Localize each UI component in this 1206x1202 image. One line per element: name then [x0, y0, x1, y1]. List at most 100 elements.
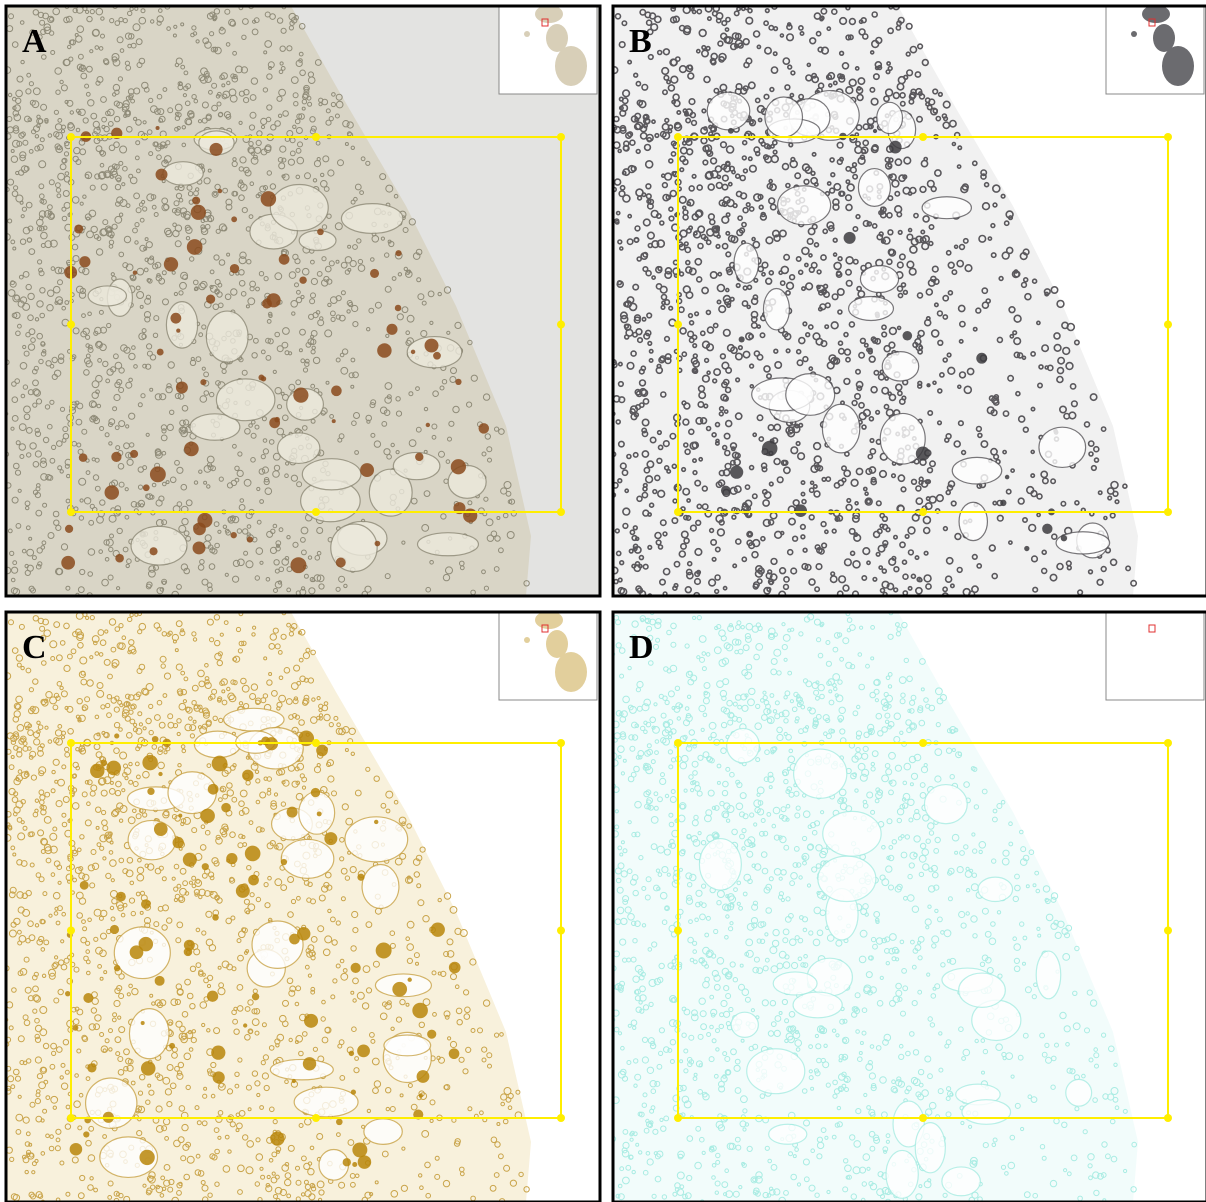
- stain: [317, 229, 324, 236]
- stain: [299, 276, 306, 283]
- stain: [79, 256, 90, 267]
- selection-handle: [674, 508, 682, 516]
- stain: [331, 386, 342, 397]
- stain: [730, 466, 743, 479]
- gland: [163, 162, 203, 186]
- selection-handle: [674, 321, 682, 329]
- stain: [1005, 475, 1010, 480]
- panel: A: [4, 4, 601, 598]
- stain: [1024, 546, 1029, 551]
- stain: [360, 463, 374, 477]
- gland: [88, 286, 126, 306]
- gland: [418, 533, 479, 556]
- stain: [395, 305, 402, 312]
- gland: [734, 243, 759, 283]
- stain: [143, 484, 150, 491]
- stain: [176, 328, 180, 332]
- panel: C: [4, 611, 600, 1202]
- stain: [200, 379, 206, 385]
- selection-handle: [1164, 133, 1172, 141]
- stain: [844, 232, 856, 244]
- gland: [786, 374, 835, 416]
- stain: [79, 453, 88, 462]
- stain: [762, 441, 778, 457]
- gland: [877, 102, 903, 133]
- stain: [206, 295, 215, 304]
- stain: [721, 486, 731, 496]
- stain: [156, 126, 160, 130]
- stain: [65, 525, 73, 533]
- panel: B: [611, 3, 1206, 598]
- gland: [882, 352, 918, 381]
- stain: [133, 270, 137, 274]
- gland: [206, 311, 248, 362]
- gland: [952, 457, 1001, 484]
- stain: [74, 224, 83, 233]
- gland: [922, 197, 971, 219]
- thumbnail-tissue: [524, 31, 530, 37]
- selection-handle: [674, 133, 682, 141]
- stain: [463, 508, 477, 522]
- stain: [130, 450, 138, 458]
- stain: [395, 250, 401, 256]
- gland: [216, 379, 274, 421]
- stain: [115, 554, 124, 563]
- stain: [247, 537, 253, 543]
- gland: [270, 185, 328, 231]
- stain: [926, 383, 930, 387]
- stain: [1000, 500, 1006, 506]
- thumbnail-tissue: [1131, 31, 1137, 37]
- gland: [860, 266, 898, 293]
- stain: [426, 423, 430, 427]
- gland: [1039, 427, 1086, 467]
- stain: [386, 324, 397, 335]
- gland: [763, 288, 789, 329]
- stain: [231, 216, 237, 222]
- stain: [425, 339, 439, 353]
- gland: [858, 169, 890, 207]
- selection-handle: [919, 133, 927, 141]
- stain: [61, 556, 75, 570]
- stain: [279, 254, 290, 265]
- stain: [903, 331, 913, 341]
- stain: [266, 293, 280, 307]
- gland: [959, 502, 987, 540]
- gland: [277, 433, 319, 464]
- stain: [916, 446, 930, 460]
- stain: [105, 485, 119, 499]
- selection-handle: [67, 133, 75, 141]
- stain: [157, 349, 164, 356]
- stain: [290, 557, 306, 573]
- stain: [261, 376, 266, 381]
- gland: [778, 186, 831, 225]
- stain: [375, 541, 381, 547]
- stain: [332, 419, 336, 423]
- stain: [1042, 524, 1052, 534]
- gland: [166, 302, 197, 348]
- thumbnail-tissue: [1162, 46, 1194, 86]
- overview-thumbnail: [499, 5, 597, 94]
- overview-thumbnail: [1106, 5, 1204, 94]
- stain: [370, 269, 379, 278]
- stain: [231, 532, 237, 538]
- stain: [411, 350, 415, 354]
- selection-handle: [312, 508, 320, 516]
- stain: [191, 205, 206, 220]
- stain: [794, 504, 807, 517]
- selection-handle: [557, 508, 565, 516]
- gland: [849, 297, 894, 321]
- gland: [131, 526, 187, 565]
- stain: [111, 452, 121, 462]
- gland: [1056, 532, 1110, 554]
- selection-handle: [1164, 508, 1172, 516]
- stain: [336, 557, 346, 567]
- thumbnail-tissue: [1142, 5, 1170, 23]
- thumbnail-tissue: [555, 46, 587, 86]
- stain: [156, 169, 168, 181]
- stain: [293, 387, 308, 402]
- gland: [822, 404, 859, 453]
- selection-handle: [919, 508, 927, 516]
- stain: [377, 343, 391, 357]
- stain: [230, 264, 239, 273]
- stain: [193, 522, 206, 535]
